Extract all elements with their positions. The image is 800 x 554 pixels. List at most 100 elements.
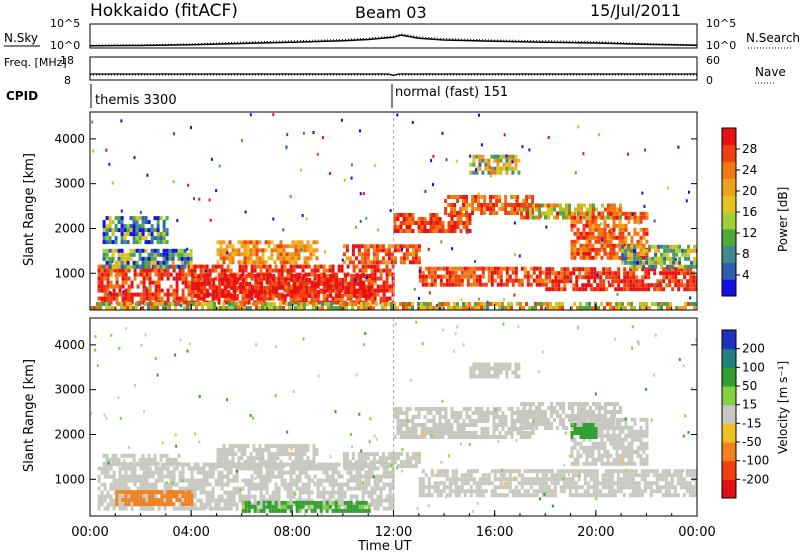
scatter-point (674, 257, 677, 261)
heatmap-cell (291, 256, 295, 261)
heatmap-cell (692, 283, 696, 288)
heatmap-cell (538, 211, 541, 216)
heatmap-cell (141, 228, 145, 233)
heatmap-cell (172, 276, 176, 281)
heatmap-cell (238, 268, 242, 273)
heatmap-cell (576, 227, 580, 232)
heatmap-cell (604, 418, 607, 422)
heatmap-cell (570, 255, 574, 260)
heatmap-cell (250, 486, 254, 491)
power-colorbar-swatch (722, 128, 736, 146)
heatmap-cell (385, 264, 389, 269)
heatmap-cell (276, 252, 280, 257)
heatmap-cell (462, 419, 466, 423)
heatmap-cell (639, 235, 643, 240)
heatmap-cell (381, 460, 385, 465)
heatmap-cell (627, 302, 630, 306)
scatter-point (488, 165, 491, 169)
heatmap-cell (243, 252, 247, 257)
heatmap-cell (579, 231, 583, 236)
heatmap-cell (315, 248, 319, 253)
heatmap-cell (228, 260, 232, 265)
heatmap-cell (355, 486, 359, 491)
heatmap-cell (219, 460, 223, 465)
heatmap-cell (225, 306, 228, 310)
heatmap-cell (520, 418, 523, 422)
heatmap-cell (671, 267, 675, 272)
noise-right-tick-top: 10^5 (706, 17, 736, 30)
heatmap-cell (438, 221, 442, 225)
heatmap-cell (135, 264, 139, 269)
heatmap-cell (199, 296, 203, 301)
heatmap-cell (277, 486, 281, 491)
heatmap-cell (611, 271, 615, 276)
heatmap-cell (439, 282, 443, 287)
heatmap-cell (138, 457, 142, 462)
heatmap-cell (283, 288, 287, 293)
heatmap-cell (221, 277, 225, 282)
heatmap-cell (669, 256, 673, 261)
heatmap-cell (319, 272, 323, 277)
heatmap-cell (275, 285, 279, 290)
scatter-point (475, 168, 477, 172)
scatter-point (340, 118, 343, 122)
heatmap-cell (142, 288, 146, 293)
heatmap-cell (454, 282, 458, 287)
heatmap-cell (112, 292, 116, 297)
heatmap-cell (421, 481, 425, 486)
heatmap-cell (600, 302, 603, 306)
heatmap-cell (243, 302, 246, 306)
heatmap-cell (651, 260, 655, 265)
heatmap-cell (317, 289, 321, 294)
heatmap-cell (343, 466, 347, 471)
heatmap-cell (148, 268, 152, 273)
heatmap-cell (526, 278, 530, 283)
heatmap-cell (624, 239, 628, 244)
heatmap-cell (523, 266, 527, 271)
scatter-point (122, 290, 125, 294)
heatmap-cell (228, 256, 232, 261)
heatmap-cell (387, 302, 390, 306)
heatmap-cell (507, 306, 510, 310)
heatmap-cell (344, 285, 348, 290)
heatmap-cell (126, 306, 129, 310)
heatmap-cell (259, 470, 263, 475)
heatmap-cell (233, 285, 237, 290)
heatmap-cell (477, 419, 481, 423)
heatmap-cell (129, 264, 133, 269)
heatmap-cell (157, 284, 161, 289)
heatmap-cell (677, 287, 681, 292)
heatmap-cell (584, 287, 588, 292)
heatmap-cell (675, 252, 679, 257)
heatmap-cell (423, 221, 427, 225)
heatmap-cell (483, 411, 487, 415)
heatmap-cell (211, 506, 215, 511)
heatmap-cell (162, 228, 166, 233)
heatmap-cell (344, 281, 348, 286)
heatmap-cell (272, 277, 276, 282)
heatmap-cell (120, 264, 124, 269)
heatmap-cell (214, 502, 218, 507)
heatmap-cell (423, 217, 427, 221)
heatmap-cell (241, 466, 245, 471)
heatmap-cell (365, 277, 369, 282)
heatmap-cell (181, 466, 185, 471)
heatmap-cell (623, 279, 627, 284)
heatmap-cell (680, 283, 684, 288)
heatmap-cell (486, 302, 489, 306)
heatmap-cell (370, 272, 374, 277)
heatmap-cell (148, 276, 152, 281)
heatmap-cell (316, 466, 320, 471)
heatmap-cell (559, 414, 562, 418)
heatmap-cell (124, 276, 128, 281)
heatmap-cell (545, 275, 549, 280)
heatmap-cell (663, 302, 666, 306)
heatmap-cell (157, 272, 161, 277)
heatmap-cell (139, 280, 143, 285)
heatmap-cell (492, 431, 496, 435)
heatmap-cell (127, 284, 131, 289)
heatmap-cell (227, 293, 231, 298)
heatmap-cell (162, 302, 165, 306)
heatmap-cell (583, 406, 586, 410)
heatmap-cell (450, 415, 454, 419)
